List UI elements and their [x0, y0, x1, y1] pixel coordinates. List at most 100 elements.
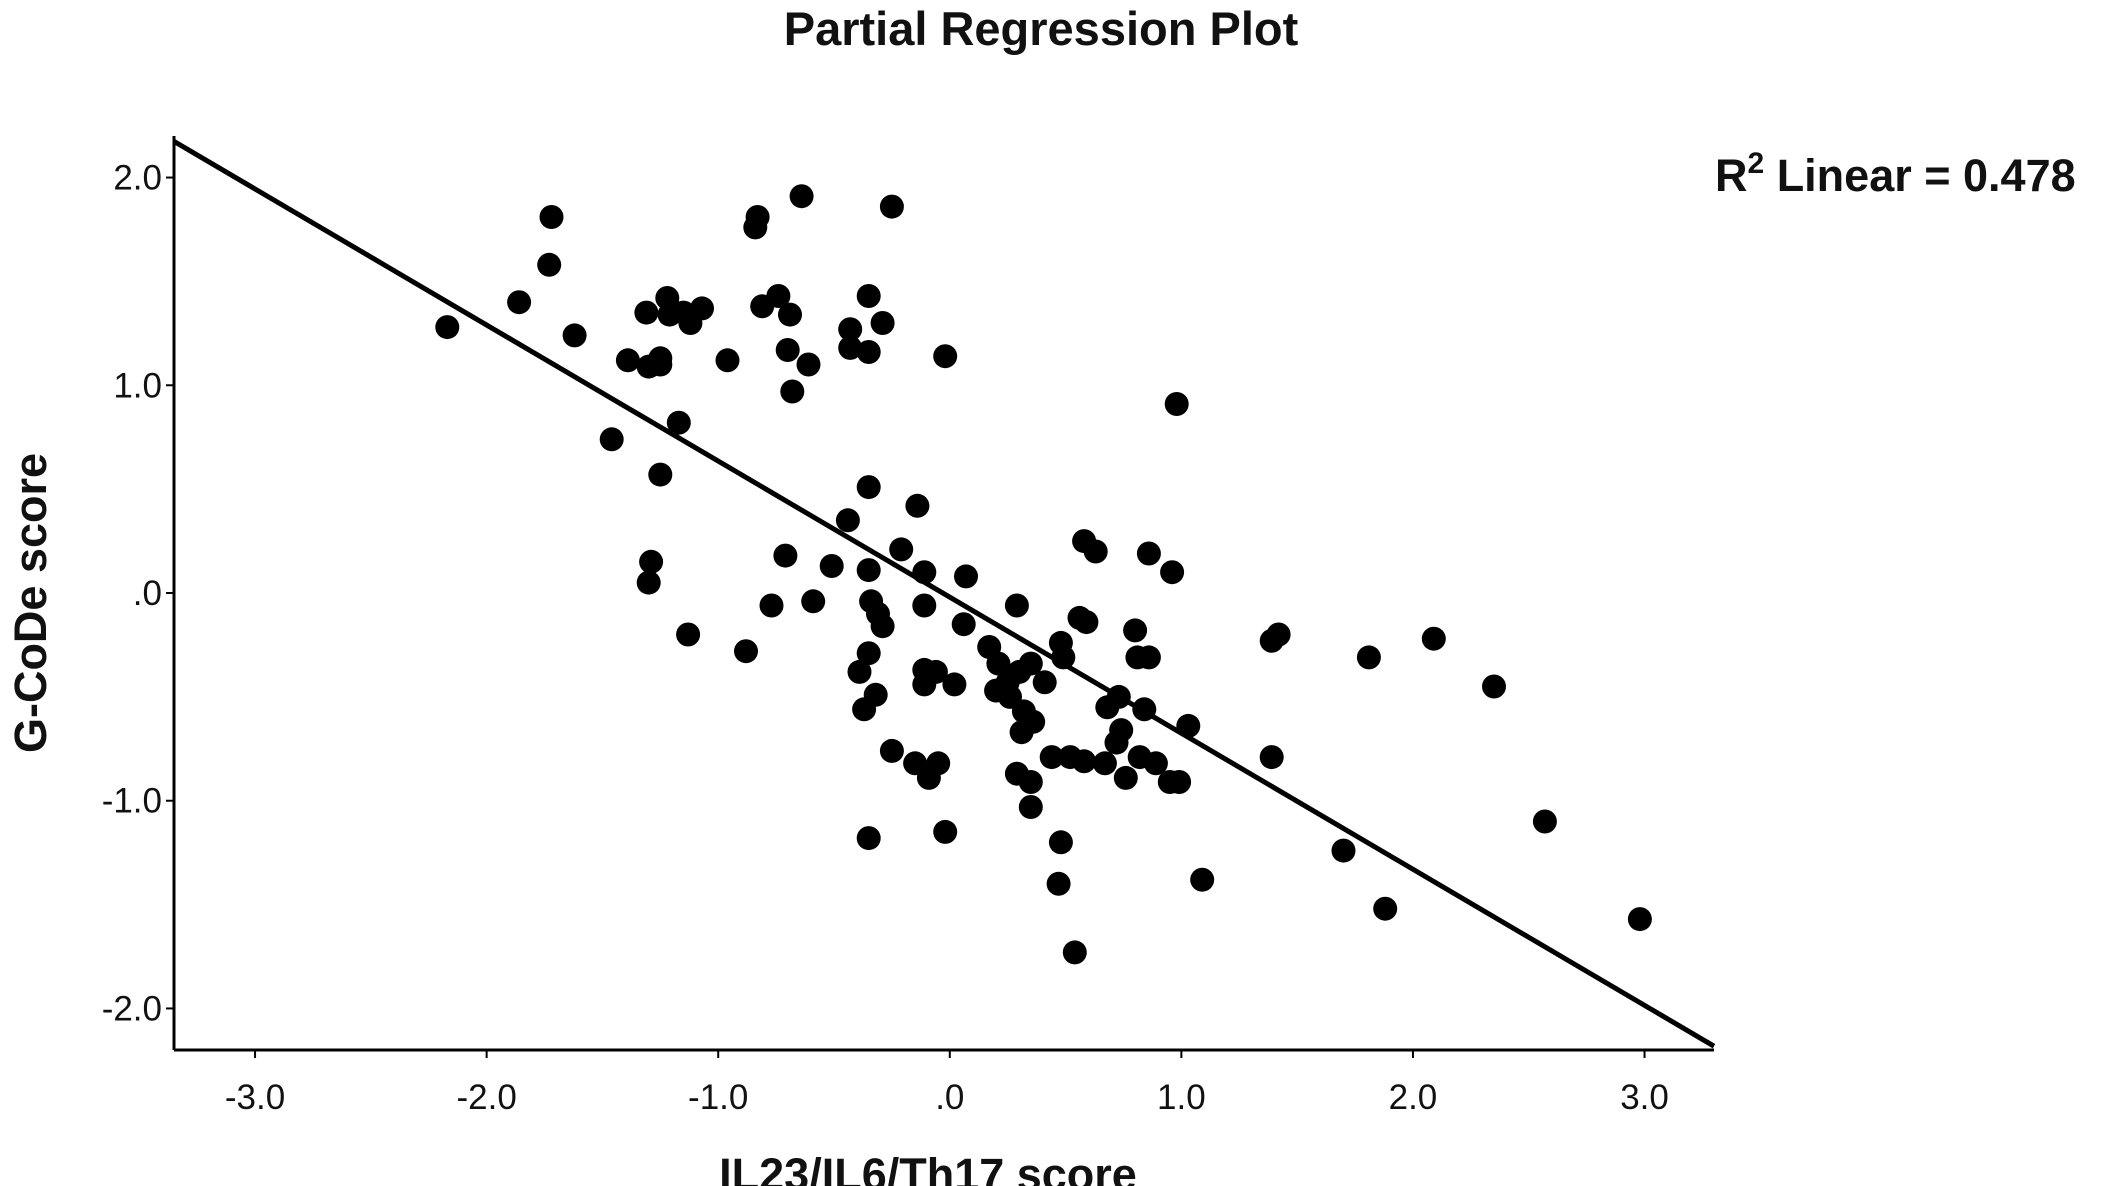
x-axis-label: IL23/IL6/Th17 score	[719, 1149, 1137, 1186]
x-tick-label: -1.0	[688, 1078, 748, 1117]
data-point-26	[778, 302, 802, 327]
data-point-107	[1062, 940, 1087, 965]
x-tick-label: -3.0	[225, 1078, 285, 1117]
data-point-3	[537, 252, 562, 277]
data-point-124	[1018, 795, 1043, 819]
data-point-7	[634, 300, 659, 325]
r-squared-superscript: 2	[1748, 147, 1765, 180]
data-point-21	[676, 622, 701, 647]
data-point-103	[1627, 907, 1652, 932]
data-point-2	[539, 205, 564, 229]
data-point-80	[1095, 695, 1120, 720]
data-point-28	[796, 352, 821, 377]
x-tick-label: .0	[935, 1078, 964, 1117]
data-point-104	[1190, 867, 1215, 892]
r-squared-value: Linear = 0.478	[1764, 150, 2075, 201]
data-point-123	[1018, 770, 1043, 794]
data-point-75	[1123, 618, 1148, 643]
data-point-18	[666, 410, 691, 435]
data-point-70	[1074, 610, 1099, 635]
x-tick-label: 1.0	[1157, 1078, 1206, 1117]
data-point-47	[759, 593, 784, 618]
data-point-117	[942, 672, 967, 697]
data-point-100	[1331, 838, 1356, 863]
y-tick-label: -2.0	[102, 989, 162, 1028]
data-point-33	[838, 317, 863, 342]
data-point-38	[856, 475, 881, 500]
data-point-36	[870, 311, 895, 335]
data-point-4	[562, 323, 587, 348]
data-point-37	[933, 344, 958, 369]
data-point-99	[1482, 674, 1506, 699]
data-point-97	[1356, 645, 1381, 670]
data-point-5	[599, 427, 624, 452]
data-point-102	[1532, 809, 1557, 834]
data-point-77	[1136, 645, 1161, 670]
data-point-10	[648, 346, 673, 371]
y-axis-ticks: -2.0 -1.0 .0 1.0 2.0	[102, 159, 174, 1028]
y-axis-label: G-CoDe score	[5, 453, 56, 753]
r-squared-label: R	[1715, 150, 1748, 201]
data-point-93	[1164, 392, 1189, 416]
data-point-91	[1167, 770, 1192, 794]
data-point-35	[856, 340, 881, 364]
data-point-41	[905, 493, 930, 518]
data-point-34	[838, 335, 863, 360]
fit-line-group	[172, 139, 1716, 1049]
data-point-39	[835, 508, 860, 533]
data-point-51	[870, 614, 895, 639]
data-point-45	[773, 543, 798, 568]
data-point-82	[1104, 730, 1129, 755]
y-tick-label: 1.0	[113, 366, 162, 405]
data-point-60	[1018, 651, 1043, 676]
chart-title: Partial Regression Plot	[784, 2, 1299, 55]
data-point-27	[775, 338, 800, 362]
data-point-32	[856, 284, 881, 308]
data-point-17	[715, 348, 740, 373]
data-point-13	[648, 462, 673, 487]
data-point-88	[1143, 751, 1168, 776]
data-point-89	[1113, 765, 1138, 790]
data-point-68	[1051, 645, 1076, 670]
data-point-72	[1083, 539, 1108, 564]
data-point-55	[1004, 593, 1029, 618]
x-tick-label: 2.0	[1389, 1078, 1438, 1117]
data-point-53	[954, 564, 978, 589]
y-tick-label: 2.0	[113, 159, 162, 198]
scatter-points	[435, 184, 1652, 965]
data-point-19	[639, 549, 664, 574]
data-point-52	[912, 593, 937, 618]
data-point-48	[734, 639, 758, 664]
x-tick-label: -2.0	[456, 1078, 516, 1117]
data-point-101	[1373, 896, 1398, 921]
data-point-31	[879, 194, 904, 219]
data-point-46	[801, 589, 826, 614]
data-point-25	[766, 284, 791, 308]
data-point-118	[879, 738, 904, 763]
data-point-95	[1266, 622, 1291, 647]
data-point-16	[690, 296, 714, 321]
data-point-40	[889, 537, 914, 562]
r-squared-annotation: R2 Linear = 0.478	[1715, 147, 2076, 201]
regression-fit-line	[172, 139, 1716, 1049]
data-point-113	[856, 641, 881, 666]
y-tick-label: .0	[133, 574, 162, 613]
x-axis-ticks: -3.0 -2.0 -1.0 .0 1.0 2.0 3.0	[225, 1050, 1669, 1117]
x-tick-label: 3.0	[1620, 1078, 1669, 1117]
data-point-106	[1046, 871, 1071, 896]
data-point-20	[636, 570, 661, 595]
data-point-66	[1021, 709, 1046, 734]
data-point-57	[986, 651, 1011, 676]
data-point-43	[856, 558, 881, 583]
data-point-1	[507, 290, 532, 315]
data-point-112	[863, 682, 888, 707]
data-point-121	[916, 765, 941, 790]
y-tick-label: -1.0	[102, 782, 162, 821]
data-point-110	[847, 659, 872, 684]
data-point-44	[819, 554, 844, 578]
data-point-30	[789, 184, 814, 209]
data-point-0	[435, 315, 460, 340]
data-point-29	[780, 379, 805, 404]
data-point-73	[1136, 541, 1161, 566]
